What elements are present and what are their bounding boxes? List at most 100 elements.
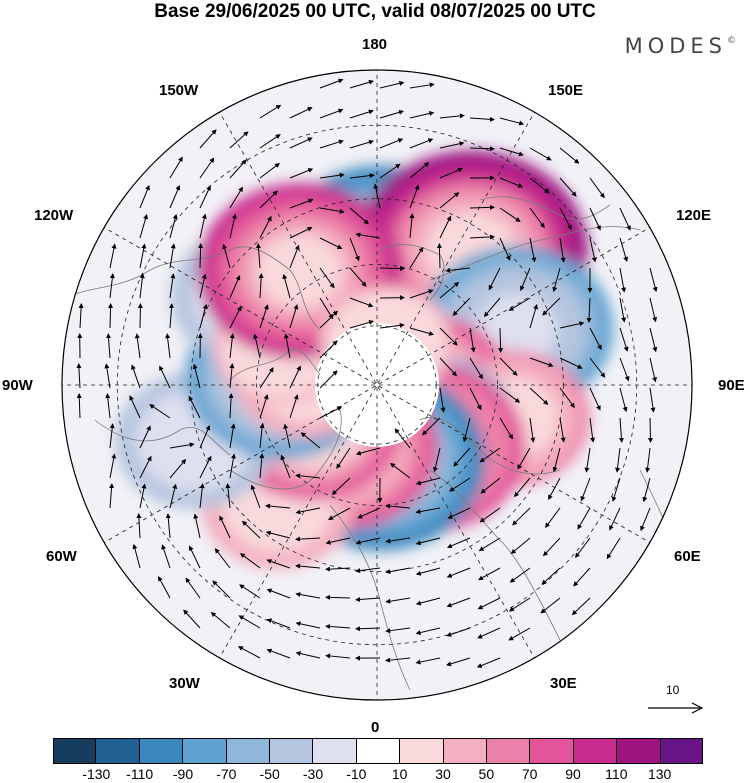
wind-arrow xyxy=(513,477,531,498)
wind-arrow xyxy=(319,139,344,149)
wind-arrow xyxy=(319,108,344,119)
wind-arrow xyxy=(589,387,601,411)
colorbar-tick-label: -110 xyxy=(126,766,154,782)
wind-arrow xyxy=(385,503,411,509)
wind-arrow xyxy=(649,297,658,323)
wind-arrow xyxy=(349,79,374,89)
wind-arrow xyxy=(109,453,117,479)
wind-arrow xyxy=(409,213,415,239)
wind-arrow xyxy=(529,237,537,263)
wind-arrow xyxy=(259,367,274,389)
wind-arrow xyxy=(199,483,205,509)
wind-arrow xyxy=(259,453,265,479)
wind-arrow xyxy=(589,357,606,378)
lat-lon-grid xyxy=(62,70,692,700)
wind-arrow xyxy=(606,537,621,560)
wind-arrow xyxy=(325,566,351,572)
wind-arrow xyxy=(373,183,381,209)
wind-arrow xyxy=(619,237,629,262)
wind-arrow xyxy=(409,111,435,119)
lon-label-30e: 30E xyxy=(550,675,577,692)
wind-arrow xyxy=(476,657,501,668)
wind-arrow xyxy=(379,163,401,179)
wind-arrow xyxy=(169,156,183,179)
wind-arrow xyxy=(189,545,201,569)
wind-arrow xyxy=(319,237,343,250)
wind-arrow xyxy=(161,544,171,569)
wind-arrow xyxy=(385,537,411,544)
wind-arrow xyxy=(649,327,658,353)
wind-arrow xyxy=(109,243,117,269)
wind-arrow xyxy=(139,184,150,209)
wind-arrow xyxy=(325,623,351,629)
wind-arrow xyxy=(548,477,561,501)
wind-arrow xyxy=(229,131,249,149)
wind-arrow xyxy=(559,417,566,443)
wind-arrow xyxy=(325,594,351,600)
wind-arrow xyxy=(169,483,178,509)
wind-arrow xyxy=(149,404,171,419)
wind-arrow xyxy=(349,237,360,262)
wind-arrow xyxy=(615,447,621,473)
wind-arrow xyxy=(575,537,591,559)
wind-arrow xyxy=(165,513,171,539)
wind-arrow xyxy=(355,537,381,545)
wind-arrow xyxy=(478,537,501,552)
wind-arrow xyxy=(552,267,561,293)
wind-arrow xyxy=(325,537,351,545)
brand-logo: MODES© xyxy=(624,34,736,58)
wind-arrow xyxy=(394,428,411,449)
wind-arrow xyxy=(188,395,201,419)
wind-arrow xyxy=(415,567,441,576)
wind-arrow xyxy=(436,243,442,269)
wind-arrow xyxy=(319,267,335,289)
wind-arrow xyxy=(542,297,561,316)
wind-arrow xyxy=(498,327,504,353)
wind-arrow xyxy=(589,237,597,263)
wind-arrow xyxy=(529,387,549,405)
wind-arrow xyxy=(229,333,235,359)
wind-arrow xyxy=(139,243,147,269)
reference-vector-label: 10 xyxy=(666,683,680,697)
wind-arrow xyxy=(439,281,460,299)
polar-cap xyxy=(315,323,439,447)
wind-arrow xyxy=(508,627,531,641)
wind-arrow xyxy=(199,303,208,329)
colorbar-tick-label: 70 xyxy=(521,766,538,782)
wind-arrow xyxy=(439,215,452,239)
wind-arrow xyxy=(477,627,501,639)
wind-arrow xyxy=(229,363,235,389)
wind-arrow xyxy=(559,237,566,263)
wind-arrow xyxy=(379,109,404,119)
colorbar-tick-label: 90 xyxy=(565,766,581,782)
wind-arrow xyxy=(289,168,314,179)
wind-arrow xyxy=(266,559,291,569)
wind-arrow xyxy=(259,215,272,239)
wind-arrow xyxy=(483,297,501,318)
lon-label-120e: 120E xyxy=(676,207,712,224)
wind-arrow xyxy=(545,507,561,529)
wind-arrow xyxy=(379,80,405,89)
colorbar-tick-label: 130 xyxy=(647,766,672,782)
wind-arrow xyxy=(139,425,151,449)
wind-arrow xyxy=(259,162,280,179)
wind-arrow xyxy=(499,387,521,403)
wind-arrow xyxy=(488,267,501,291)
wind-arrow xyxy=(379,138,404,149)
wind-arrow xyxy=(559,207,572,231)
wind-arrow xyxy=(449,477,471,492)
wind-arrow xyxy=(319,207,345,214)
wind-arrow xyxy=(229,305,242,329)
wind-arrow xyxy=(447,507,471,519)
wind-arrow xyxy=(439,141,465,149)
wind-arrow xyxy=(469,357,483,380)
colorbar-swatch xyxy=(617,738,661,764)
wind-arrow xyxy=(379,322,405,329)
wind-arrow xyxy=(529,303,538,329)
wind-arrow xyxy=(319,370,338,389)
wind-arrow xyxy=(446,627,471,637)
wind-arrow xyxy=(199,129,217,149)
wind-arrow xyxy=(619,297,627,323)
lon-label-180: 180 xyxy=(362,36,388,53)
